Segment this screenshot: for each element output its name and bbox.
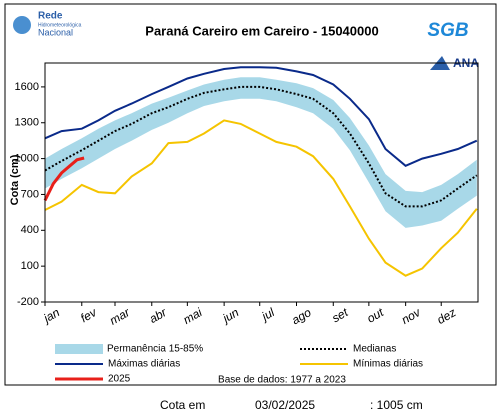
series-line	[44, 119, 478, 277]
y-tick-label: -200	[17, 296, 39, 308]
y-tick-label: 1600	[15, 81, 39, 93]
logo-rede: Rede Hidrometeorológica Nacional	[13, 11, 82, 37]
band-area	[45, 77, 477, 228]
legend-label: 2025	[108, 374, 131, 385]
y-axis-label: Cota (cm)	[9, 154, 21, 205]
legend-label: Medianas	[353, 344, 396, 355]
sgb-logo: SGB	[427, 20, 468, 41]
legend-label: Mínimas diárias	[353, 359, 423, 370]
y-tick-label: 100	[21, 260, 39, 272]
chart-title: Paraná Careiro em Careiro - 15040000	[145, 23, 378, 38]
legend-label: Permanência 15-85%	[107, 344, 203, 355]
logo-text: Hidrometeorológica	[38, 22, 82, 28]
y-tick-label: 1000	[15, 153, 39, 165]
footer-value: : 1005 cm	[370, 398, 423, 412]
y-tick-label: 700	[21, 188, 39, 200]
footer-label: Cota em	[160, 398, 205, 412]
footer-date: 03/02/2025	[255, 398, 315, 412]
base-note: Base de dados: 1977 a 2023	[218, 375, 346, 386]
y-tick-label: 1300	[15, 117, 39, 129]
logo-globe	[13, 16, 31, 34]
y-tick-label: 400	[21, 224, 39, 236]
series-line	[43, 156, 85, 202]
legend-swatch	[55, 344, 103, 354]
series-line	[44, 66, 478, 167]
legend-label: Máximas diárias	[108, 359, 180, 370]
plot-border	[44, 62, 479, 303]
logo-text: Nacional	[38, 27, 73, 37]
logo-text: Rede	[38, 11, 63, 22]
series-line	[44, 85, 478, 208]
